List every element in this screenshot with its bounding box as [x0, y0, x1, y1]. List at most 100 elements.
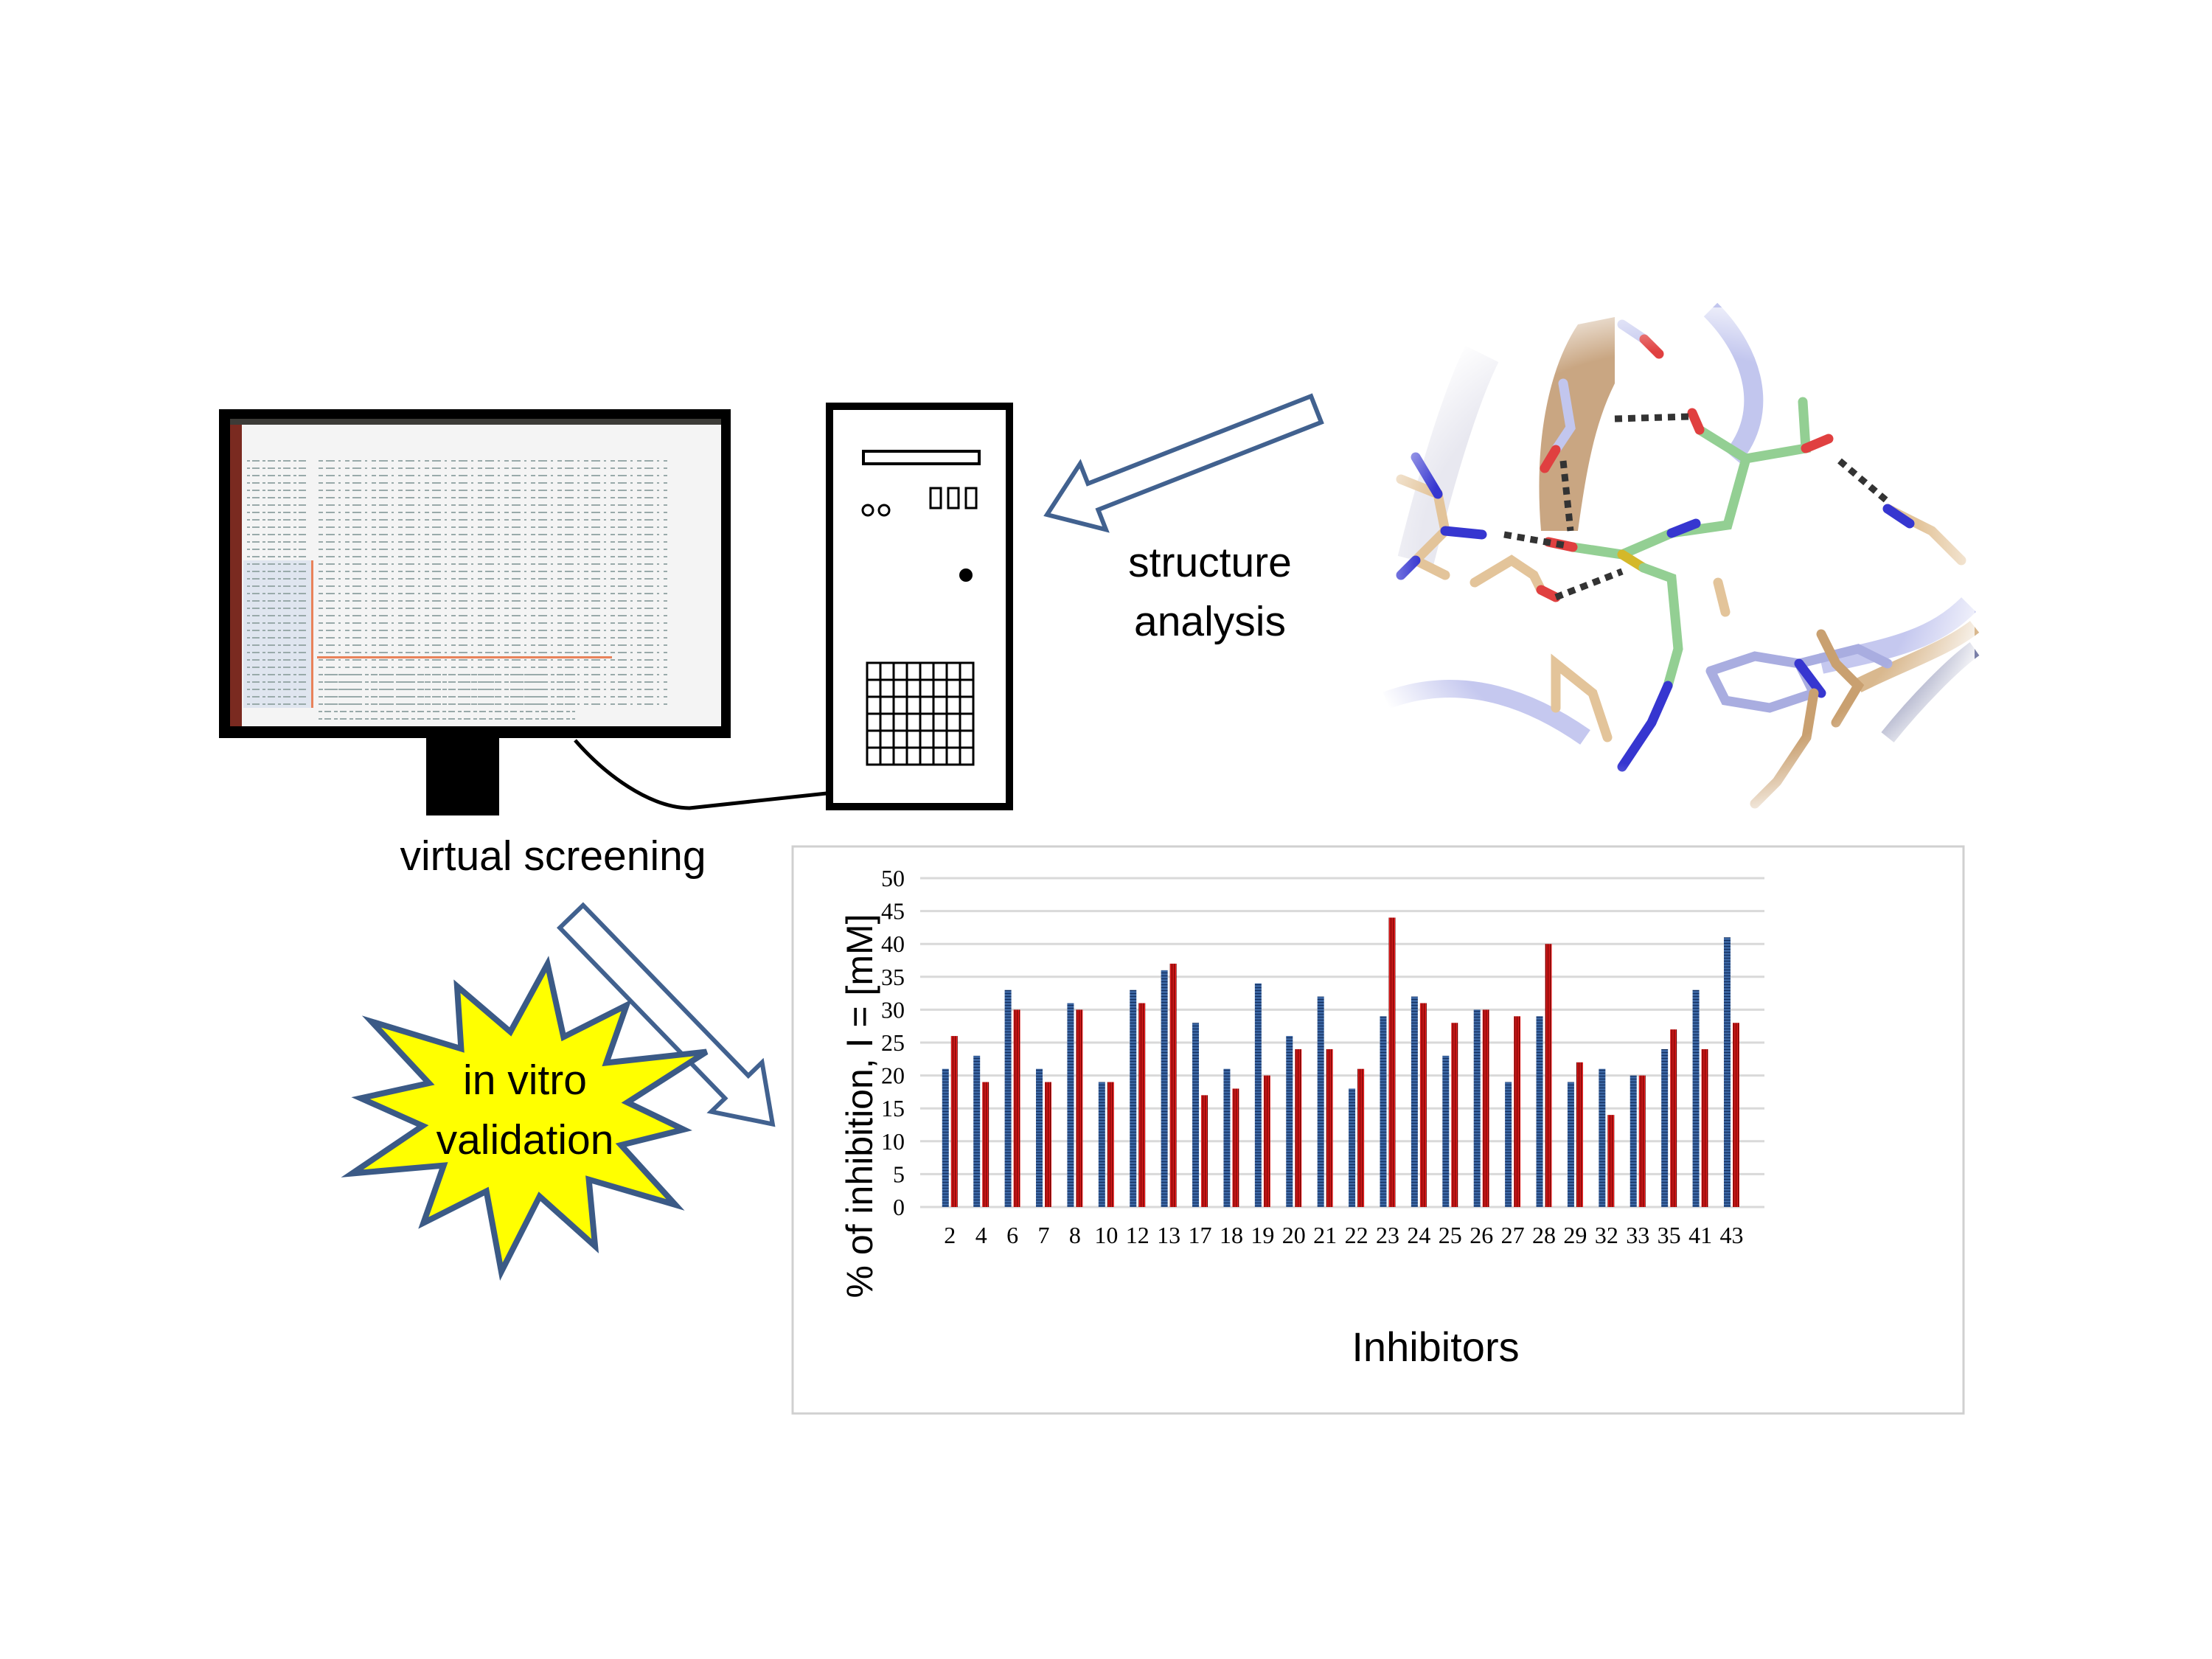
structure-analysis-label-1: structure	[1128, 539, 1292, 586]
bar-red-29	[1576, 1062, 1583, 1207]
x-tick-label: 8	[1069, 1222, 1081, 1248]
x-tick-label: 41	[1688, 1222, 1712, 1248]
bar-red-20	[1295, 1048, 1302, 1207]
y-tick-label: 50	[881, 865, 905, 891]
bar-red-21	[1326, 1048, 1333, 1207]
bar-red-2	[950, 1036, 958, 1207]
bar-red-17	[1201, 1095, 1208, 1207]
bar-red-19	[1263, 1075, 1270, 1207]
bar-red-41	[1701, 1048, 1708, 1207]
y-tick-label: 0	[893, 1194, 905, 1220]
x-tick-label: 29	[1563, 1222, 1587, 1248]
bar-red-25	[1451, 1023, 1458, 1207]
bar-blue-13	[1161, 970, 1168, 1207]
bar-red-23	[1388, 917, 1396, 1207]
y-tick-label: 15	[881, 1095, 905, 1121]
bar-blue-25	[1442, 1055, 1450, 1207]
y-axis-label: % of inhibition, I = [mM]	[839, 914, 880, 1298]
in-vitro-label-2: validation	[437, 1116, 614, 1164]
x-tick-label: 13	[1157, 1222, 1180, 1248]
bar-red-24	[1419, 1003, 1427, 1207]
x-tick-label: 28	[1532, 1222, 1556, 1248]
x-tick-label: 33	[1626, 1222, 1649, 1248]
computer-tower-icon	[826, 403, 1013, 810]
y-tick-label: 25	[881, 1029, 905, 1056]
structure-analysis-label-2: analysis	[1134, 598, 1286, 645]
bar-red-32	[1607, 1115, 1615, 1207]
y-tick-label: 20	[881, 1062, 905, 1089]
x-tick-label: 27	[1501, 1222, 1525, 1248]
bar-red-13	[1169, 963, 1177, 1207]
starburst-icon	[341, 956, 709, 1281]
x-tick-label: 43	[1719, 1222, 1743, 1248]
bar-blue-24	[1411, 996, 1418, 1207]
bar-red-28	[1545, 944, 1552, 1207]
bar-blue-35	[1661, 1048, 1669, 1207]
y-tick-label: 35	[881, 964, 905, 990]
x-tick-label: 19	[1251, 1222, 1274, 1248]
bar-red-6	[1013, 1009, 1020, 1207]
bar-red-4	[982, 1082, 990, 1207]
bar-red-33	[1638, 1075, 1646, 1207]
bar-red-35	[1670, 1029, 1677, 1207]
bar-blue-41	[1692, 990, 1700, 1207]
x-tick-label: 18	[1220, 1222, 1243, 1248]
y-tick-label: 10	[881, 1128, 905, 1155]
bar-blue-29	[1567, 1082, 1574, 1207]
bar-blue-28	[1536, 1016, 1543, 1207]
bar-blue-21	[1317, 996, 1324, 1207]
x-tick-label: 17	[1189, 1222, 1212, 1248]
bar-red-18	[1232, 1088, 1239, 1207]
y-tick-label: 5	[893, 1161, 905, 1187]
bar-blue-4	[973, 1055, 981, 1207]
x-tick-label: 35	[1658, 1222, 1681, 1248]
protein-ligand-structure-image	[1368, 302, 1980, 811]
bar-blue-7	[1036, 1068, 1043, 1207]
x-axis-label: Inhibitors	[1352, 1324, 1519, 1370]
bar-blue-22	[1349, 1088, 1356, 1207]
bar-blue-10	[1098, 1082, 1105, 1207]
in-vitro-label-1: in vitro	[463, 1057, 587, 1104]
bar-red-12	[1138, 1003, 1146, 1207]
x-tick-label: 25	[1439, 1222, 1462, 1248]
x-tick-label: 7	[1038, 1222, 1050, 1248]
bar-red-43	[1732, 1023, 1739, 1207]
x-tick-label: 22	[1345, 1222, 1368, 1248]
bar-blue-17	[1192, 1023, 1200, 1207]
y-tick-label: 45	[881, 898, 905, 925]
bar-red-7	[1045, 1082, 1052, 1207]
bar-blue-43	[1723, 937, 1731, 1207]
bar-red-10	[1107, 1082, 1114, 1207]
y-tick-label: 40	[881, 931, 905, 957]
arrow-screening-to-validation	[556, 902, 776, 1127]
bar-red-26	[1482, 1009, 1489, 1207]
bar-blue-33	[1630, 1075, 1637, 1207]
x-tick-label: 26	[1470, 1222, 1493, 1248]
x-tick-label: 24	[1407, 1222, 1430, 1248]
y-tick-label: 30	[881, 996, 905, 1023]
x-tick-label: 2	[944, 1222, 956, 1248]
bar-red-8	[1076, 1009, 1083, 1207]
bar-blue-19	[1254, 983, 1262, 1207]
bar-blue-2	[942, 1068, 949, 1207]
bar-blue-23	[1380, 1016, 1387, 1207]
bar-red-27	[1514, 1016, 1521, 1207]
x-tick-label: 32	[1595, 1222, 1618, 1248]
x-tick-label: 21	[1313, 1222, 1337, 1248]
virtual-screening-label: virtual screening	[400, 832, 706, 880]
monitor-icon	[219, 409, 731, 815]
bar-blue-32	[1599, 1068, 1606, 1207]
bar-blue-20	[1286, 1036, 1293, 1207]
x-tick-label: 6	[1006, 1222, 1018, 1248]
bar-blue-26	[1473, 1009, 1481, 1207]
bar-blue-6	[1004, 990, 1012, 1207]
arrow-structure-to-computer	[1043, 393, 1324, 533]
x-tick-label: 4	[975, 1222, 987, 1248]
x-tick-label: 23	[1376, 1222, 1399, 1248]
x-tick-label: 20	[1282, 1222, 1306, 1248]
bar-blue-27	[1505, 1082, 1512, 1207]
bar-blue-8	[1067, 1003, 1074, 1207]
x-tick-label: 12	[1126, 1222, 1150, 1248]
